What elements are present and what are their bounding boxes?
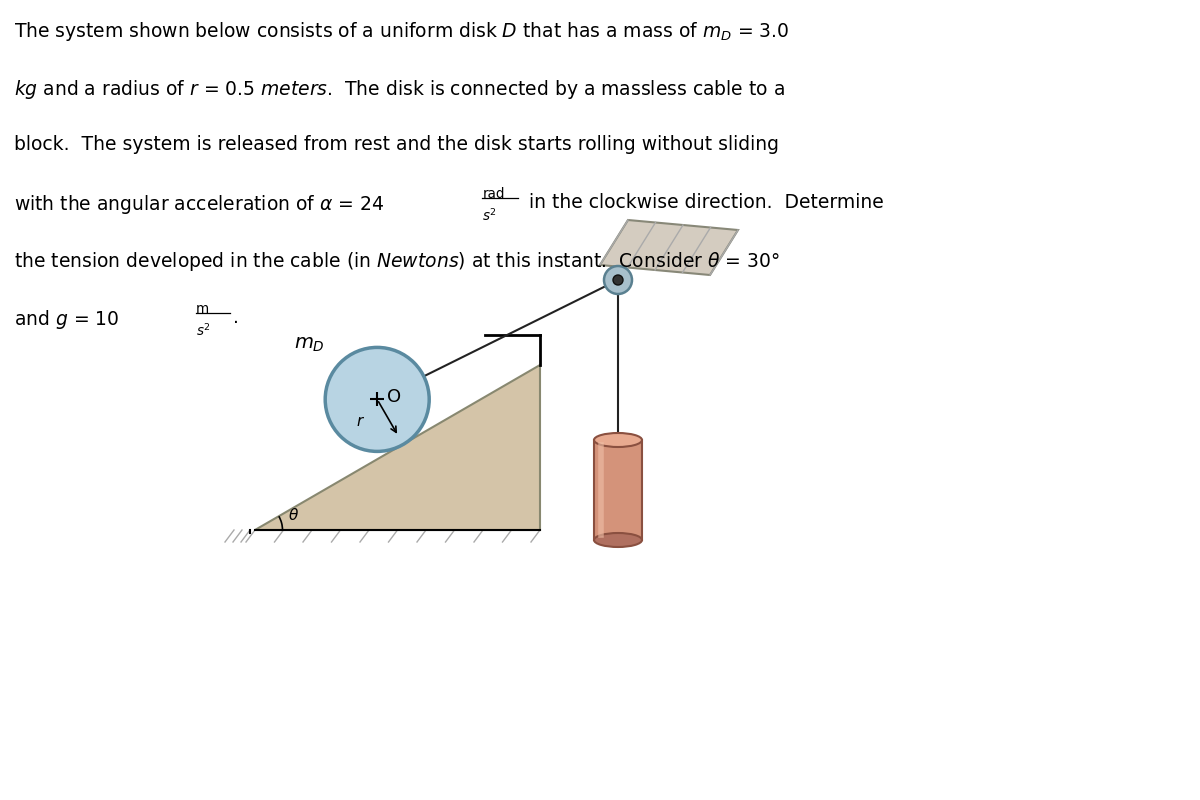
Text: rad: rad bbox=[482, 187, 505, 202]
Text: The system shown below consists of a uniform disk $D$ that has a mass of $m_D$ =: The system shown below consists of a uni… bbox=[14, 20, 790, 43]
Ellipse shape bbox=[594, 533, 642, 547]
Text: block.  The system is released from rest and the disk starts rolling without sli: block. The system is released from rest … bbox=[14, 135, 780, 154]
Text: $\theta$: $\theta$ bbox=[288, 507, 299, 523]
Text: with the angular acceleration of $\alpha$ = 24: with the angular acceleration of $\alpha… bbox=[14, 193, 385, 216]
Text: and $g$ = 10: and $g$ = 10 bbox=[14, 308, 121, 331]
Circle shape bbox=[613, 275, 623, 285]
Text: r: r bbox=[356, 414, 362, 429]
Text: $m_D$: $m_D$ bbox=[294, 335, 325, 354]
Text: m: m bbox=[196, 302, 209, 316]
Circle shape bbox=[604, 266, 632, 294]
Polygon shape bbox=[600, 220, 738, 275]
Polygon shape bbox=[256, 366, 540, 530]
Text: $s^2$: $s^2$ bbox=[196, 322, 210, 339]
Circle shape bbox=[325, 347, 430, 451]
Text: in the clockwise direction.  Determine: in the clockwise direction. Determine bbox=[523, 193, 884, 212]
Ellipse shape bbox=[594, 433, 642, 447]
Text: .: . bbox=[233, 308, 239, 327]
Text: the tension developed in the cable (in $Newtons$) at this instant.  Consider $\t: the tension developed in the cable (in $… bbox=[14, 250, 780, 274]
Text: O: O bbox=[388, 389, 401, 406]
Polygon shape bbox=[594, 440, 642, 540]
Text: $s^2$: $s^2$ bbox=[482, 207, 497, 224]
Text: $kg$ and a radius of $r$ = 0.5 $meters$.  The disk is connected by a massless ca: $kg$ and a radius of $r$ = 0.5 $meters$.… bbox=[14, 78, 786, 101]
